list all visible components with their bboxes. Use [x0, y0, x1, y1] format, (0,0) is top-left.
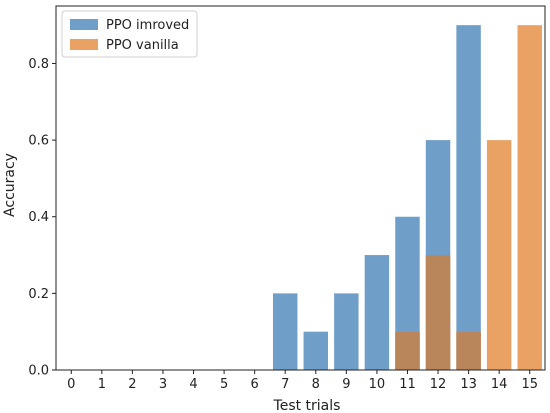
y-tick-label-0.8: 0.8: [28, 57, 49, 72]
x-tick-label-8: 8: [312, 377, 320, 392]
y-tick-label-0.0: 0.0: [28, 364, 49, 379]
y-tick-label-0.6: 0.6: [28, 134, 49, 149]
bar-ppo-vanilla-15: [517, 25, 542, 370]
y-tick-label-0.2: 0.2: [28, 287, 49, 302]
x-tick-label-9: 9: [342, 377, 350, 392]
x-tick-label-6: 6: [251, 377, 259, 392]
legend-label-1: PPO vanilla: [106, 38, 179, 53]
bar-overlap-12: [425, 255, 451, 370]
plot-frame: [55, 5, 546, 371]
x-axis-label: Test trials: [273, 398, 341, 413]
bar-overlap-11: [395, 331, 420, 370]
bar-overlap-13: [456, 331, 481, 370]
x-tick-label-11: 11: [399, 377, 416, 392]
legend-label-0: PPO imroved: [106, 18, 189, 33]
legend-swatch-1: [70, 39, 98, 50]
axes-layer: 0 1 2 3 4 5 6 7 8 9 10 11 12 13 14 150.00.20.40.60.8: [28, 5, 546, 392]
bar-ppo-vanilla-14: [486, 140, 512, 370]
bar-ppo-improved-13: [456, 25, 481, 370]
x-tick-label-15: 15: [521, 377, 538, 392]
x-tick-label-5: 5: [220, 377, 228, 392]
x-tick-label-10: 10: [369, 377, 386, 392]
legend-swatch-0: [70, 19, 98, 30]
x-tick-label-14: 14: [491, 377, 508, 392]
x-tick-label-13: 13: [460, 377, 477, 392]
x-tick-label-7: 7: [281, 377, 289, 392]
bar-ppo-improved-10: [364, 255, 390, 370]
bars-layer: [272, 25, 542, 370]
bar-ppo-improved-9: [334, 293, 359, 370]
x-tick-label-1: 1: [98, 377, 106, 392]
x-tick-label-4: 4: [189, 377, 197, 392]
bar-ppo-improved-7: [272, 293, 298, 370]
x-tick-label-12: 12: [430, 377, 447, 392]
x-tick-label-2: 2: [128, 377, 136, 392]
legend: PPO imroved PPO vanilla: [61, 10, 198, 58]
y-axis-label: Accuracy: [2, 153, 18, 217]
y-tick-label-0.4: 0.4: [28, 210, 49, 225]
bar-ppo-improved-8: [303, 331, 329, 370]
x-tick-label-3: 3: [159, 377, 167, 392]
x-tick-label-0: 0: [67, 377, 75, 392]
